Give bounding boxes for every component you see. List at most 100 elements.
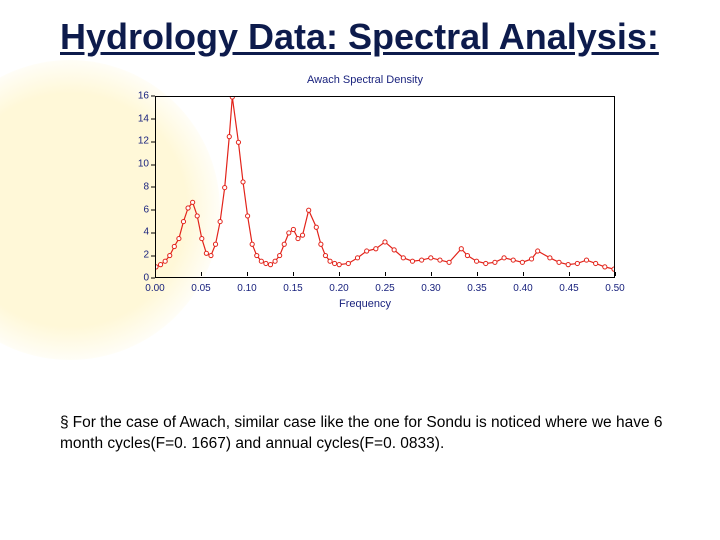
xtick-label: 0.25 [365,284,405,294]
series-marker [401,256,405,260]
series-marker [186,206,190,210]
series-marker [259,259,263,263]
series-marker [314,225,318,229]
series-marker [241,180,245,184]
series-marker [333,261,337,265]
series-marker [511,258,515,262]
series-marker [172,244,176,248]
xtick-label: 0.10 [227,284,267,294]
series-marker [328,259,332,263]
xtick-label: 0.20 [319,284,359,294]
series-marker [273,259,277,263]
series-marker [410,259,414,263]
xtick-label: 0.30 [411,284,451,294]
series-marker [584,258,588,262]
series-marker [282,242,286,246]
ytick-label: 8 [105,181,149,192]
series-marker [603,265,607,269]
series-marker [536,249,540,253]
xtick-label: 0.35 [457,284,497,294]
series-marker [163,259,167,263]
series-marker [374,246,378,250]
series-marker [383,240,387,244]
ytick-label: 16 [105,90,149,101]
ytick-label: 6 [105,204,149,215]
series-marker [268,262,272,266]
series-marker [250,242,254,246]
chart-box: 0 2 4 6 8 10 12 14 16 0.00 0.05 0.10 0.15 0.20 0.25 0.… [105,88,625,308]
slide-container: Hydrology Data: Spectral Analysis: Awach… [0,0,720,540]
series-marker [209,253,213,257]
series-marker [484,261,488,265]
series-marker [594,261,598,265]
series-marker [181,219,185,223]
series-marker [346,261,350,265]
series-marker [319,242,323,246]
series-marker [195,214,199,218]
ytick-label: 0 [105,272,149,283]
series-marker [230,97,234,99]
series-marker [223,185,227,189]
series-marker [255,253,259,257]
x-axis-label: Frequency [105,298,625,310]
series-marker [191,200,195,204]
spectral-line-chart [156,97,614,278]
series-marker [502,256,506,260]
series-marker [236,140,240,144]
xtick-label: 0.15 [273,284,313,294]
ytick-label: 4 [105,227,149,238]
series-marker [529,257,533,261]
body-paragraph: §For the case of Awach, similar case lik… [60,413,665,455]
series-marker [158,262,162,266]
xtick-label: 0.40 [503,284,543,294]
series-marker [287,231,291,235]
series-marker [365,249,369,253]
xtick-label: 0.00 [135,284,175,294]
series-marker [246,214,250,218]
series-marker [520,260,524,264]
plot-area [155,96,615,278]
ytick-label: 2 [105,250,149,261]
ytick-label: 14 [105,113,149,124]
series-marker [429,256,433,260]
slide-title: Hydrology Data: Spectral Analysis: [60,18,665,56]
xtick-label: 0.50 [595,284,635,294]
series-marker [218,219,222,223]
bullet-icon: § [60,413,69,434]
body-text-content: For the case of Awach, similar case like… [60,414,663,452]
xtick-label: 0.05 [181,284,221,294]
series-marker [213,242,217,246]
series-marker [264,261,268,265]
chart-title: Awach Spectral Density [105,74,625,86]
series-marker [227,134,231,138]
series-marker [323,253,327,257]
xtick-label: 0.45 [549,284,589,294]
spacer [60,308,665,413]
series-marker [177,236,181,240]
series-marker [200,236,204,240]
series-marker [474,259,478,263]
series-marker [392,248,396,252]
series-marker [168,253,172,257]
series-marker [557,260,561,264]
series-marker [296,236,300,240]
series-marker [438,258,442,262]
ytick-label: 10 [105,159,149,170]
series-marker [465,253,469,257]
chart-container: Awach Spectral Density 0 2 4 6 8 10 12 14 16 0.0… [105,74,625,308]
series-marker [612,267,614,271]
series-marker [291,227,295,231]
series-marker [420,258,424,262]
ytick-label: 12 [105,136,149,147]
series-marker [204,251,208,255]
series-marker [493,260,497,264]
series-marker [355,256,359,260]
series-marker [156,265,158,269]
series-marker [307,208,311,212]
series-marker [575,261,579,265]
series-marker [447,260,451,264]
series-marker [566,262,570,266]
series-marker [337,262,341,266]
series-marker [548,256,552,260]
series-marker [278,253,282,257]
